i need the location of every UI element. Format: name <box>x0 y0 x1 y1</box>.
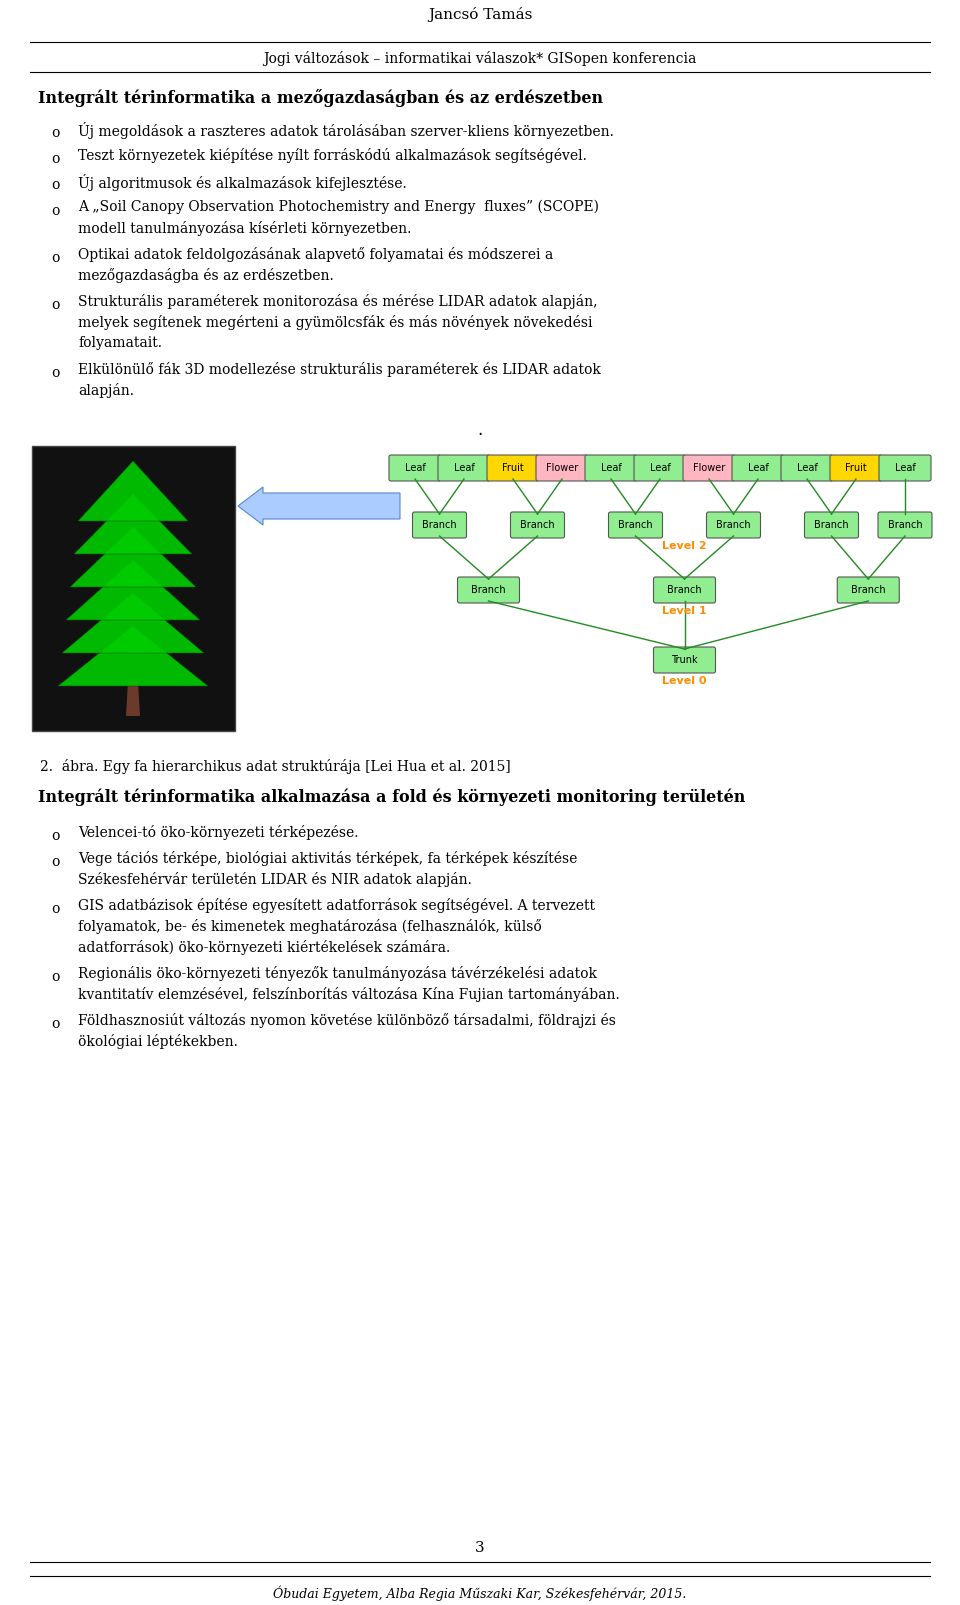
Text: o: o <box>51 830 60 843</box>
Text: o: o <box>51 250 60 265</box>
Text: Branch: Branch <box>814 520 849 530</box>
Text: Új algoritmusok és alkalmazások kifejlesztése.: Új algoritmusok és alkalmazások kifejles… <box>78 173 407 191</box>
FancyBboxPatch shape <box>585 454 637 482</box>
FancyBboxPatch shape <box>804 512 858 538</box>
Polygon shape <box>70 526 196 587</box>
Text: o: o <box>51 127 60 140</box>
FancyBboxPatch shape <box>683 454 735 482</box>
Text: melyek segítenek megérteni a gyümölcsfák és más növények növekedési: melyek segítenek megérteni a gyümölcsfák… <box>78 315 592 331</box>
Text: Branch: Branch <box>851 584 885 595</box>
Text: Level 1: Level 1 <box>662 607 707 616</box>
Polygon shape <box>66 560 200 620</box>
FancyBboxPatch shape <box>536 454 588 482</box>
FancyBboxPatch shape <box>654 578 715 603</box>
Text: o: o <box>51 152 60 165</box>
Text: Fruit: Fruit <box>502 462 524 473</box>
Text: mezőgazdaságba és az erdészetben.: mezőgazdaságba és az erdészetben. <box>78 268 334 282</box>
FancyBboxPatch shape <box>609 512 662 538</box>
Text: Leaf: Leaf <box>748 462 768 473</box>
Text: Branch: Branch <box>520 520 555 530</box>
Text: Földhasznosiút változás nyomon követése különböző társadalmi, földrajzi és: Földhasznosiút változás nyomon követése … <box>78 1013 616 1027</box>
Text: Teszt környezetek kiépítése nyílt forráskódú alkalmazások segítségével.: Teszt környezetek kiépítése nyílt forrás… <box>78 148 587 164</box>
Text: Branch: Branch <box>471 584 506 595</box>
Text: Vege tációs térképe, biológiai aktivitás térképek, fa térképek készítése: Vege tációs térképe, biológiai aktivitás… <box>78 851 577 867</box>
Text: Jancsó Tamás: Jancsó Tamás <box>428 8 532 22</box>
Text: folyamatait.: folyamatait. <box>78 335 162 350</box>
Text: Leaf: Leaf <box>895 462 916 473</box>
Text: o: o <box>51 855 60 868</box>
Text: Jogi változások – informatikai válaszok* GISopen konferencia: Jogi változások – informatikai válaszok*… <box>263 50 697 66</box>
FancyBboxPatch shape <box>634 454 686 482</box>
Text: Leaf: Leaf <box>601 462 621 473</box>
FancyBboxPatch shape <box>878 512 932 538</box>
Text: Trunk: Trunk <box>671 655 698 664</box>
Text: adatforrások) öko-környezeti kiértékelések számára.: adatforrások) öko-környezeti kiértékelés… <box>78 941 450 955</box>
Text: o: o <box>51 299 60 311</box>
Text: 3: 3 <box>475 1541 485 1555</box>
FancyBboxPatch shape <box>458 578 519 603</box>
FancyBboxPatch shape <box>837 578 900 603</box>
FancyBboxPatch shape <box>511 512 564 538</box>
Text: o: o <box>51 969 60 984</box>
Text: Branch: Branch <box>618 520 653 530</box>
FancyBboxPatch shape <box>732 454 784 482</box>
Text: Branch: Branch <box>888 520 923 530</box>
Text: Level 0: Level 0 <box>662 676 707 685</box>
Text: Leaf: Leaf <box>797 462 817 473</box>
Text: Regionális öko-környezeti tényezők tanulmányozása távérzékelési adatok: Regionális öko-környezeti tényezők tanul… <box>78 966 597 981</box>
Text: modell tanulmányozása kísérleti környezetben.: modell tanulmányozása kísérleti környeze… <box>78 221 412 236</box>
Text: A „Soil Canopy Observation Photochemistry and Energy  fluxes” (SCOPE): A „Soil Canopy Observation Photochemistr… <box>78 201 599 215</box>
Text: alapján.: alapján. <box>78 384 134 398</box>
FancyBboxPatch shape <box>654 647 715 672</box>
Text: .: . <box>477 421 483 440</box>
Text: o: o <box>51 204 60 218</box>
Polygon shape <box>74 494 192 554</box>
FancyBboxPatch shape <box>389 454 441 482</box>
Text: Új megoldások a raszteres adatok tárolásában szerver-kliens környezetben.: Új megoldások a raszteres adatok tárolás… <box>78 122 613 140</box>
Text: Branch: Branch <box>422 520 457 530</box>
Text: Level 2: Level 2 <box>662 541 707 551</box>
FancyArrow shape <box>238 486 400 525</box>
Text: 2.  ábra. Egy fa hierarchikus adat struktúrája [Lei Hua et al. 2015]: 2. ábra. Egy fa hierarchikus adat strukt… <box>40 759 511 774</box>
Text: Optikai adatok feldolgozásának alapvető folyamatai és módszerei a: Optikai adatok feldolgozásának alapvető … <box>78 247 553 262</box>
Text: o: o <box>51 366 60 380</box>
FancyBboxPatch shape <box>707 512 760 538</box>
Polygon shape <box>58 626 208 685</box>
Text: Leaf: Leaf <box>404 462 425 473</box>
Text: Branch: Branch <box>716 520 751 530</box>
Text: Elkülönülő fák 3D modellezése strukturális paraméterek és LIDAR adatok: Elkülönülő fák 3D modellezése strukturál… <box>78 363 601 377</box>
Text: o: o <box>51 1018 60 1030</box>
Text: Flower: Flower <box>546 462 578 473</box>
Polygon shape <box>126 681 140 716</box>
Text: GIS adatbázisok építése egyesített adatforrások segítségével. A tervezett: GIS adatbázisok építése egyesített adatf… <box>78 899 595 913</box>
FancyBboxPatch shape <box>879 454 931 482</box>
FancyBboxPatch shape <box>32 446 235 730</box>
Text: Integrált térinformatika a mezőgazdaságban és az erdészetben: Integrált térinformatika a mezőgazdaságb… <box>38 88 603 108</box>
FancyBboxPatch shape <box>781 454 833 482</box>
Text: ökológiai léptékekben.: ökológiai léptékekben. <box>78 1034 238 1050</box>
Text: Strukturális paraméterek monitorozása és mérése LIDAR adatok alapján,: Strukturális paraméterek monitorozása és… <box>78 294 597 310</box>
Text: Velencei-tó öko-környezeti térképezése.: Velencei-tó öko-környezeti térképezése. <box>78 825 358 839</box>
Text: Flower: Flower <box>693 462 725 473</box>
Polygon shape <box>78 461 188 522</box>
Text: Branch: Branch <box>667 584 702 595</box>
Text: o: o <box>51 902 60 916</box>
Text: kvantitatív elemzésével, felszínborítás változása Kína Fujian tartományában.: kvantitatív elemzésével, felszínborítás … <box>78 987 620 1002</box>
FancyBboxPatch shape <box>413 512 467 538</box>
Text: Óbudai Egyetem, Alba Regia Műszaki Kar, Székesfehérvár, 2015.: Óbudai Egyetem, Alba Regia Műszaki Kar, … <box>274 1586 686 1600</box>
Text: Leaf: Leaf <box>454 462 474 473</box>
Text: folyamatok, be- és kimenetek meghatározása (felhasználók, külső: folyamatok, be- és kimenetek meghatározá… <box>78 920 541 934</box>
Polygon shape <box>62 592 204 653</box>
Text: Székesfehérvár területén LIDAR és NIR adatok alapján.: Székesfehérvár területén LIDAR és NIR ad… <box>78 872 472 888</box>
Text: o: o <box>51 178 60 193</box>
Text: Fruit: Fruit <box>845 462 867 473</box>
FancyBboxPatch shape <box>830 454 882 482</box>
FancyBboxPatch shape <box>438 454 490 482</box>
Text: Leaf: Leaf <box>650 462 670 473</box>
FancyBboxPatch shape <box>487 454 539 482</box>
Text: Integrált térinformatika alkalmazása a fold és környezeti monitoring területén: Integrált térinformatika alkalmazása a f… <box>38 788 745 806</box>
